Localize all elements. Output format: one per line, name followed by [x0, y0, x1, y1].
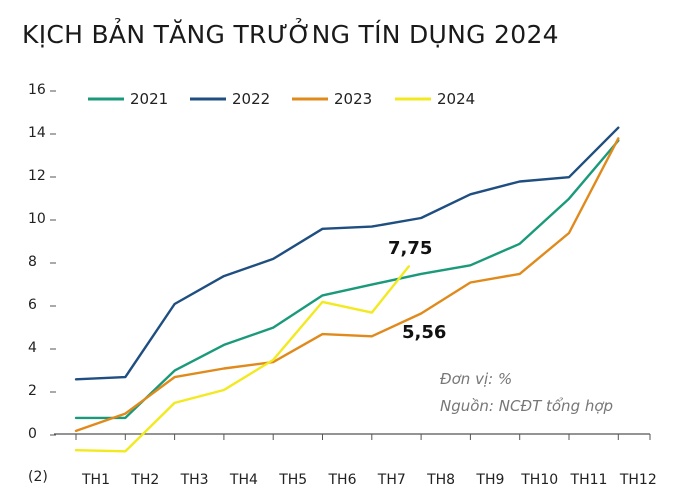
x-tick-label: TH11: [570, 472, 608, 488]
x-tick-label: TH8: [426, 472, 455, 488]
x-tick-label: TH3: [180, 472, 209, 488]
y-tick-label: 0: [28, 426, 37, 442]
unit-note: Đơn vị: %: [440, 370, 512, 388]
x-tick-label: TH7: [377, 472, 406, 488]
series-line-2023: [74, 137, 620, 433]
data-label-1: 7,75: [388, 238, 432, 259]
y-tick-label: 2: [28, 383, 37, 399]
series-line-2024: [74, 265, 410, 453]
y-tick-label: (2): [28, 469, 48, 485]
data-label-2: 5,56: [402, 322, 446, 343]
source-note: Nguồn: NCĐT tổng hợp: [440, 397, 613, 415]
x-tick-label: TH1: [81, 472, 110, 488]
y-tick-label: 16: [28, 82, 46, 98]
y-tick-label: 8: [28, 254, 37, 270]
y-tick-label: 10: [28, 211, 46, 227]
legend-label-2024: 2024: [437, 90, 475, 108]
x-tick-label: TH2: [130, 472, 159, 488]
legend-label-2023: 2023: [334, 90, 372, 108]
y-tick-label: 6: [28, 297, 37, 313]
series-line-2022: [74, 126, 620, 381]
x-tick-label: TH10: [520, 472, 558, 488]
x-tick-label: TH12: [619, 472, 657, 488]
legend-label-2021: 2021: [130, 90, 168, 108]
x-tick-label: TH6: [328, 472, 357, 488]
legend-label-2022: 2022: [232, 90, 270, 108]
x-tick-label: TH4: [229, 472, 258, 488]
y-tick-label: 14: [28, 125, 46, 141]
y-tick-label: 4: [28, 340, 37, 356]
y-tick-label: 12: [28, 168, 46, 184]
chart-title: KỊCH BẢN TĂNG TRƯỞNG TÍN DỤNG 2024: [22, 20, 559, 49]
series-line-2021: [74, 139, 620, 420]
x-tick-label: TH9: [475, 472, 504, 488]
x-tick-label: TH5: [278, 472, 307, 488]
